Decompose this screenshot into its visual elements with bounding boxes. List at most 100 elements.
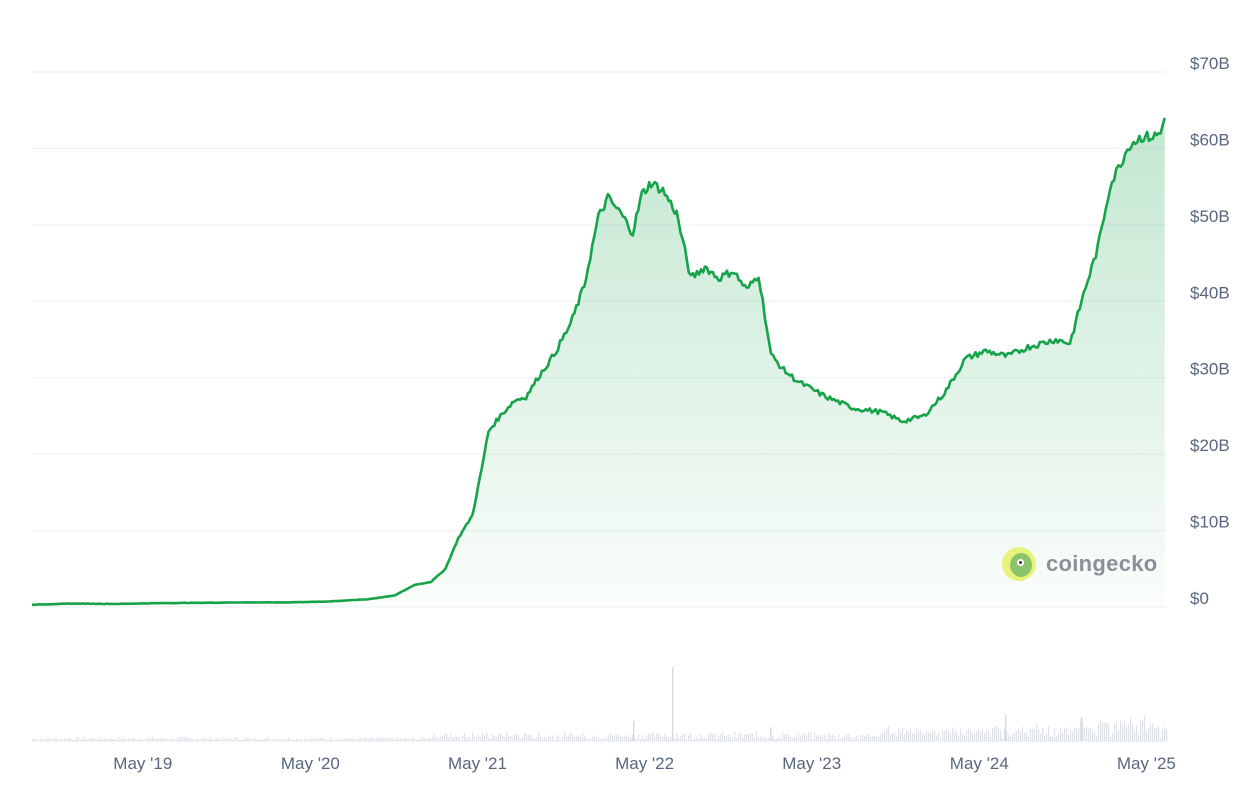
volume-bar [288,737,290,741]
volume-bar [234,737,236,741]
volume-bar [182,737,184,741]
volume-bar [242,739,244,741]
volume-bar [228,738,230,741]
volume-bar [1102,722,1104,741]
volume-bar [784,734,786,741]
volume-bar [980,731,982,741]
volume-bar [504,737,506,741]
volume-bar [940,737,942,741]
x-tick-label: May '21 [448,754,507,773]
volume-bar [396,737,398,741]
y-tick-label: $50B [1190,207,1230,226]
volume-bar [734,731,736,741]
volume-bar [1030,728,1032,741]
volume-bar [946,729,948,741]
volume-bar [544,736,546,741]
volume-bars [32,667,1168,742]
volume-bar [218,738,220,741]
volume-bar [916,728,918,741]
volume-bar [696,736,698,741]
volume-bar [382,737,384,741]
volume-bar [356,739,358,741]
volume-bar [462,735,464,741]
volume-bar [902,728,904,741]
volume-bar [804,732,806,741]
volume-bar [764,737,766,741]
volume-bar [598,738,600,741]
volume-bar [482,732,484,741]
volume-bar [870,737,872,741]
volume-bar [252,739,254,741]
volume-bar [340,739,342,741]
volume-bar [820,735,822,741]
volume-bar [42,738,44,741]
volume-bar [574,737,576,741]
volume-bar [86,739,88,741]
volume-bar [672,667,674,741]
volume-bar [1124,720,1126,741]
volume-bar [500,733,502,741]
volume-bar [864,736,866,741]
volume-bar [1005,715,1007,741]
volume-bar [352,738,354,741]
volume-bar [506,732,508,741]
volume-bar [202,738,204,741]
volume-bar [294,739,296,741]
volume-bar [122,737,124,741]
x-tick-label: May '19 [113,754,172,773]
volume-bar [1046,734,1048,741]
volume-bar [38,739,40,741]
volume-bar [508,736,510,741]
volume-bar [1162,728,1164,741]
volume-bar [892,732,894,741]
volume-bar [1110,737,1112,741]
volume-bar [250,737,252,741]
volume-bar [232,739,234,741]
volume-bar [616,734,618,741]
volume-bar [640,738,642,741]
volume-bar [976,731,978,741]
volume-bar [1132,724,1134,741]
volume-bar [1038,729,1040,741]
volume-bar [470,739,472,741]
volume-bar [1002,737,1004,741]
volume-bar [180,737,182,741]
volume-bar [302,739,304,741]
volume-bar [1096,735,1098,741]
volume-bar [914,733,916,741]
volume-bar [970,729,972,741]
volume-bar [34,738,36,741]
volume-bar [1166,729,1168,741]
volume-bar [728,734,730,741]
volume-bar [390,737,392,741]
volume-bar [120,739,122,741]
volume-bar [400,738,402,741]
volume-bar [844,736,846,741]
volume-bar [494,735,496,741]
volume-bar [440,736,442,741]
volume-bar [720,734,722,741]
volume-bar [632,734,634,741]
volume-bar [62,739,64,741]
volume-bar [566,736,568,741]
volume-bar [646,735,648,741]
volume-bar [760,736,762,741]
volume-bar [126,739,128,741]
volume-bar [1090,727,1092,741]
volume-bar [214,738,216,741]
volume-bar [246,737,248,741]
volume-bar [994,725,996,741]
volume-bar [330,737,332,741]
volume-bar [1036,724,1038,741]
volume-bar [596,736,598,741]
volume-bar [108,739,110,741]
volume-bar [834,735,836,741]
volume-bar [1081,717,1083,741]
volume-bar [458,736,460,741]
volume-bar [1094,732,1096,741]
volume-bar [990,736,992,741]
volume-bar [460,739,462,741]
volume-bar [430,738,432,741]
volume-bar [526,734,528,741]
volume-bar [650,733,652,741]
